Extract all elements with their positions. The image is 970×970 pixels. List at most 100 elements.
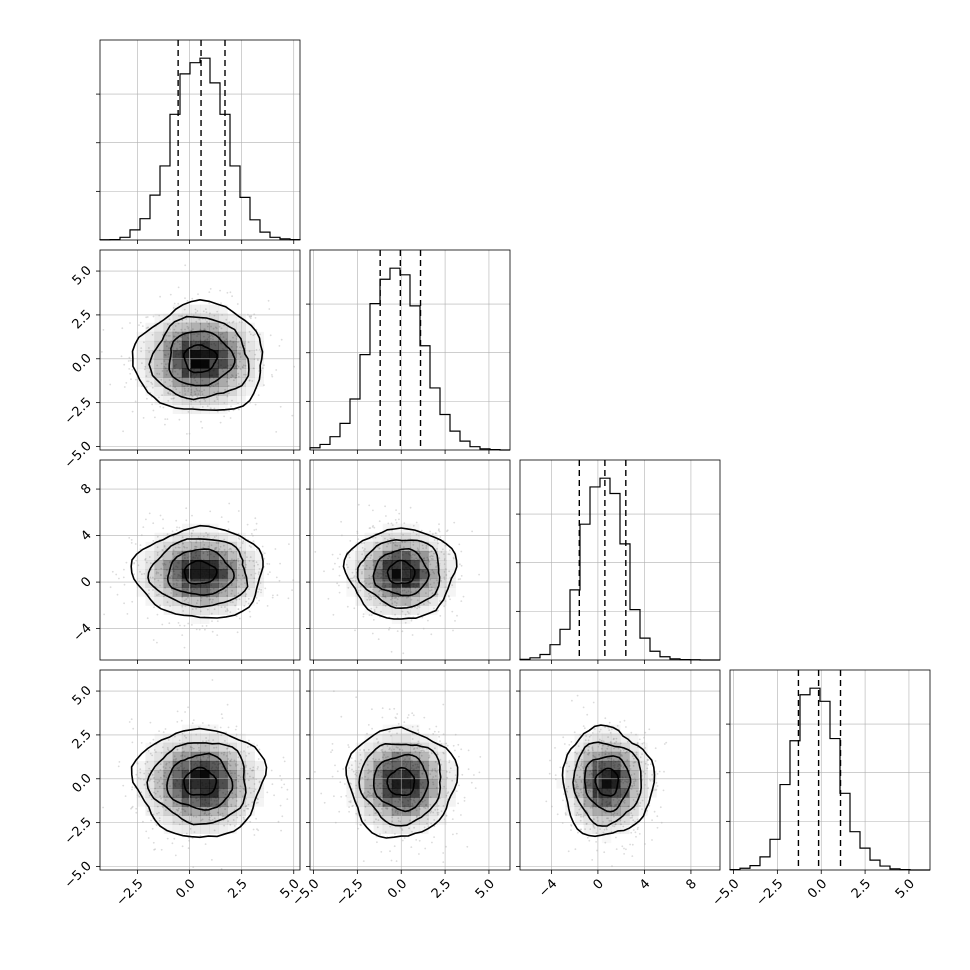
panel-3-1-point: [330, 751, 332, 753]
panel-2-0-point: [225, 610, 227, 612]
panel-2-0-point: [181, 634, 184, 636]
panel-2-1-point: [451, 584, 454, 587]
panel-2-1-point: [372, 564, 375, 567]
panel-2-1-point: [429, 589, 431, 592]
panel-2-0-point: [182, 542, 184, 545]
panel-3-1-point: [396, 713, 399, 715]
panel-1-0-point: [291, 414, 294, 417]
panel-3-0-point: [122, 784, 125, 787]
panel-1-0-point: [228, 321, 231, 324]
panel-3-2-point: [630, 831, 633, 834]
histogram-3: [729, 687, 930, 871]
panel-2-1-density-cell: [400, 550, 411, 561]
panel-3-0-point: [162, 731, 165, 733]
panel-1-0-point: [185, 322, 188, 325]
panel-3-2-density-cell: [647, 779, 656, 788]
y-tick-label: 2.5: [70, 307, 95, 332]
panel-3-1-point: [371, 708, 373, 711]
panel-2-0-point: [166, 569, 168, 571]
panel-1-0-point: [130, 378, 132, 381]
panel-1-0-point: [203, 398, 206, 401]
panel-1-0-point: [175, 388, 178, 391]
panel-1-0-point: [147, 326, 150, 329]
panel-3-0-point: [185, 736, 188, 739]
panel-2-0-point: [170, 589, 173, 591]
panel-3-2-point: [630, 731, 633, 734]
panel-3-1-point: [376, 841, 378, 844]
panel-2-1-point: [396, 598, 399, 601]
panel-1-0-point: [120, 355, 123, 358]
panel-3-0-point: [280, 779, 283, 781]
panel-1-0-point: [167, 335, 170, 337]
panel-2-1-point: [359, 589, 362, 592]
panel-3-0-point: [235, 764, 237, 767]
panel-1-0-point: [220, 302, 222, 304]
panel-1-0-point: [212, 338, 214, 341]
panel-2-0-point: [156, 551, 159, 554]
panel-2-1-point: [379, 602, 382, 605]
panel-2-0-density-cell: [236, 596, 246, 606]
panel-3-2-point: [638, 833, 641, 835]
panel-1-0-point: [138, 324, 140, 326]
panel-3-1-point: [348, 746, 350, 748]
panel-1-0-point: [167, 353, 170, 355]
panel-1-0-point: [164, 354, 167, 357]
panel-2-0-density-cell: [172, 560, 183, 570]
panel-3-0-point: [184, 755, 186, 757]
panel-2-1-point: [336, 582, 338, 585]
panel-3-1-density-cell: [428, 779, 438, 789]
panel-2-1-point: [332, 613, 335, 616]
panel-3-0-density-cell: [200, 806, 210, 816]
panel-2-1-point: [338, 574, 341, 577]
panel-2-1-point: [425, 584, 428, 587]
panel-2-0-point: [162, 558, 164, 561]
panel-2-0-point: [152, 589, 154, 591]
panel-2-1-point: [438, 562, 441, 565]
panel-2-0-point: [238, 617, 241, 620]
panel-2-1-point: [393, 597, 396, 599]
panel-1-0-point: [216, 398, 219, 400]
panel-3-2-point: [577, 831, 579, 834]
panel-2-0-point: [172, 549, 175, 551]
panel-2-1-point: [411, 634, 414, 636]
panel-2-0-point: [235, 615, 238, 618]
panel-1-0-point: [201, 427, 204, 429]
panel-2-1-point: [368, 598, 371, 601]
panel-1-0-point: [178, 343, 181, 346]
panel-2-1-point: [471, 530, 473, 533]
panel-1-0-point: [154, 416, 156, 419]
panel-2-1-point: [433, 607, 435, 610]
panel-1-0-point: [168, 379, 171, 381]
panel-3-0-point: [131, 788, 133, 791]
panel-2-1-point: [443, 605, 446, 608]
panel-3-2-point: [654, 760, 657, 762]
panel-1-0-point: [165, 345, 168, 348]
panel-3-1-density-cell: [373, 751, 384, 762]
panel-2-1-point: [365, 582, 368, 585]
panel-3-0-point: [283, 783, 286, 786]
panel-3-0-point: [281, 815, 284, 818]
panel-1-0-density-cell: [209, 322, 219, 333]
panel-3-0-density-cell: [227, 751, 237, 762]
panel-1-0-density-cell: [209, 304, 219, 315]
panel-3-0-point: [153, 848, 156, 851]
panel-2-1-point: [460, 600, 463, 602]
panel-2-0-density-cell: [245, 550, 255, 561]
panel-1-0-density-cell: [154, 359, 165, 369]
panel-1-0-point: [196, 310, 199, 312]
panel-1-0-point: [229, 291, 232, 294]
panel-2-0-point: [223, 538, 226, 541]
panel-2-0-point: [184, 605, 187, 607]
panel-2-1-point: [434, 532, 437, 535]
panel-2-0-point: [218, 548, 221, 551]
panel-1-0-point: [233, 367, 236, 370]
panel-1-0-point: [254, 403, 257, 406]
panel-2-1-point: [337, 557, 339, 560]
panel-3-1-density-cell: [428, 788, 438, 798]
panel-3-2-point: [570, 829, 572, 831]
panel-2-1-point: [352, 579, 354, 582]
panel-1-0-point: [167, 391, 170, 394]
panel-2-0-point: [155, 572, 158, 575]
panel-3-0-point: [234, 804, 237, 807]
panel-2-1-point: [387, 522, 390, 525]
